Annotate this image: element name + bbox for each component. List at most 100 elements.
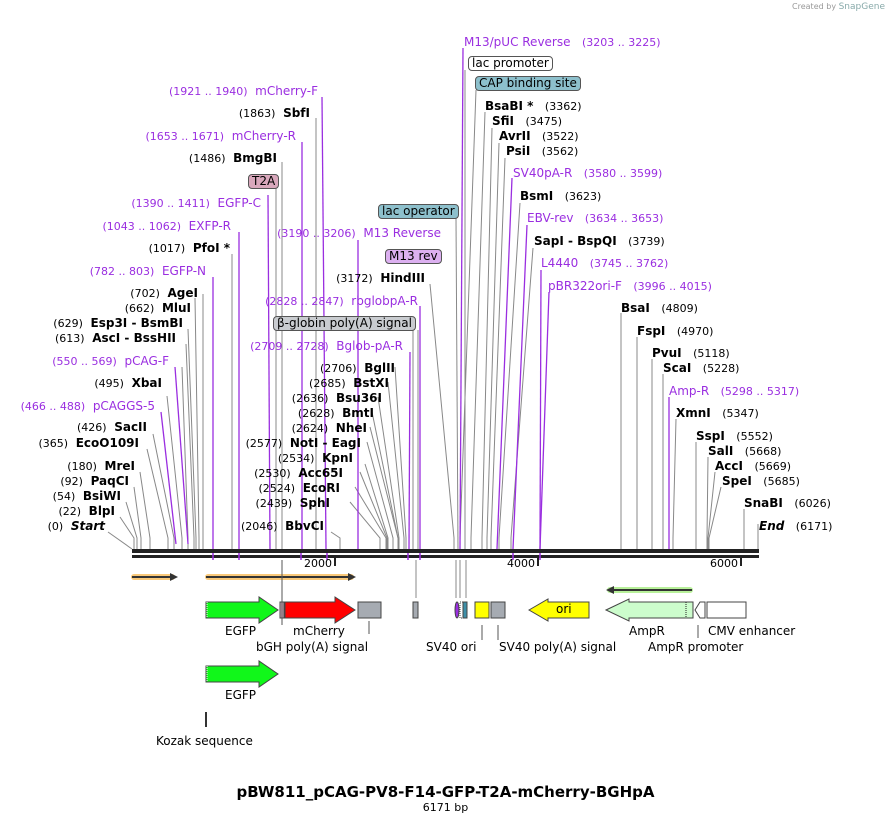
right-label-20[interactable]: SpeI (5685) bbox=[722, 474, 800, 489]
right-label-8[interactable]: SapI - BspQI (3739) bbox=[534, 234, 665, 249]
beta-globin-polya-tag[interactable]: β-globin poly(A) signal bbox=[273, 316, 416, 331]
left-label-4[interactable]: (1390 .. 1411) EGFP-C bbox=[131, 196, 261, 211]
middle-label-7[interactable]: (2628) BmtI bbox=[298, 406, 374, 421]
middle-label-5[interactable]: (2685) BstXI bbox=[309, 376, 389, 391]
left-label-13[interactable]: (495) XbaI bbox=[94, 376, 162, 391]
feature-sv40-polya-label[interactable]: SV40 poly(A) signal bbox=[499, 640, 617, 654]
feature-ori-label[interactable]: ori bbox=[556, 602, 572, 616]
right-label-3[interactable]: AvrII (3522) bbox=[499, 129, 579, 144]
feature-mcherry-label[interactable]: mCherry bbox=[293, 624, 345, 638]
middle-label-13[interactable]: (2439) SphI bbox=[256, 496, 330, 511]
left-label-14[interactable]: (466 .. 488) pCAGGS-5 bbox=[21, 399, 155, 414]
right-label-9[interactable]: L4440 (3745 .. 3762) bbox=[541, 256, 668, 271]
left-label-16[interactable]: (365) EcoO109I bbox=[38, 436, 139, 451]
position-text: (2524) bbox=[258, 482, 296, 495]
middle-label-9[interactable]: (2577) NotI - EagI bbox=[246, 436, 361, 451]
feature-bgh-polya-label[interactable]: bGH poly(A) signal bbox=[256, 640, 369, 654]
left-label-0[interactable]: (1921 .. 1940) mCherry-F bbox=[169, 84, 318, 99]
position-text: (5298 .. 5317) bbox=[720, 385, 800, 398]
snapgene-logo: SnapGene bbox=[838, 2, 885, 12]
right-label-11[interactable]: BsaI (4809) bbox=[621, 301, 698, 316]
right-label-13[interactable]: PvuI (5118) bbox=[652, 346, 730, 361]
middle-label-1[interactable]: (3172) HindIII bbox=[336, 271, 425, 286]
m13-rev-tag[interactable]: M13 rev bbox=[385, 249, 442, 264]
left-label-19[interactable]: (54) BsiWI bbox=[53, 489, 121, 504]
right-label-1[interactable]: BsaBI * (3362) bbox=[485, 99, 581, 114]
middle-label-8[interactable]: (2624) NheI bbox=[292, 421, 367, 436]
position-text: (2534) bbox=[277, 452, 315, 465]
left-label-12[interactable]: (550 .. 569) pCAG-F bbox=[52, 354, 169, 369]
right-label-10[interactable]: pBR322ori-F (3996 .. 4015) bbox=[548, 279, 712, 294]
middle-label-11[interactable]: (2530) Acc65I bbox=[254, 466, 343, 481]
feature-name: KpnI bbox=[322, 451, 353, 465]
right-label-17[interactable]: SspI (5552) bbox=[696, 429, 773, 444]
left-label-11[interactable]: (613) AscI - BssHII bbox=[55, 331, 176, 346]
lac-operator-tag[interactable]: lac operator bbox=[378, 204, 459, 219]
left-label-15[interactable]: (426) SacII bbox=[77, 420, 147, 435]
feature-ampr-label[interactable]: AmpR bbox=[629, 624, 665, 638]
feature-kozak-label[interactable]: Kozak sequence bbox=[156, 734, 253, 748]
right-label-7[interactable]: EBV-rev (3634 .. 3653) bbox=[527, 211, 663, 226]
position-text: (2530) bbox=[254, 467, 291, 480]
lac-promoter-tag[interactable]: lac promoter bbox=[468, 56, 553, 71]
right-label-22[interactable]: End (6171) bbox=[759, 519, 832, 534]
right-label-14[interactable]: ScaI (5228) bbox=[663, 361, 739, 376]
left-label-9[interactable]: (662) MluI bbox=[125, 301, 191, 316]
position-text: (3562) bbox=[541, 145, 579, 158]
feature-name: rbglobpA-R bbox=[351, 294, 418, 308]
right-label-16[interactable]: XmnI (5347) bbox=[676, 406, 759, 421]
middle-label-14[interactable]: (2046) BbvCI bbox=[241, 519, 324, 534]
left-label-8[interactable]: (702) AgeI bbox=[130, 286, 198, 301]
right-label-19[interactable]: AccI (5669) bbox=[715, 459, 791, 474]
right-label-12[interactable]: FspI (4970) bbox=[637, 324, 713, 339]
right-label-21[interactable]: SnaBI (6026) bbox=[744, 496, 831, 511]
feature-name: Amp-R bbox=[669, 384, 710, 398]
middle-label-10[interactable]: (2534) KpnI bbox=[278, 451, 353, 466]
left-label-3[interactable]: (1486) BmgBI bbox=[189, 151, 277, 166]
left-label-2[interactable]: (1653 .. 1671) mCherry-R bbox=[146, 129, 296, 144]
feature-name: M13 Reverse bbox=[363, 226, 441, 240]
feature-egfp2-label[interactable]: EGFP bbox=[225, 688, 257, 702]
cap-binding-site-tag[interactable]: CAP binding site bbox=[475, 76, 581, 91]
left-label-7[interactable]: (782 .. 803) EGFP-N bbox=[90, 264, 206, 279]
middle-label-0[interactable]: (3190 .. 3206) M13 Reverse bbox=[277, 226, 441, 241]
right-label-0[interactable]: M13/pUC Reverse (3203 .. 3225) bbox=[464, 35, 661, 50]
middle-label-12[interactable]: (2524) EcoRI bbox=[259, 481, 340, 496]
feature-name: ScaI bbox=[663, 361, 692, 375]
left-label-1[interactable]: (1863) SbfI bbox=[239, 106, 310, 121]
left-label-5[interactable]: (1043 .. 1062) EXFP-R bbox=[102, 219, 231, 234]
feature-sv40-ori-label[interactable]: SV40 ori bbox=[426, 640, 477, 654]
t2a-tag[interactable]: T2A bbox=[248, 174, 280, 189]
middle-label-2[interactable]: (2828 .. 2847) rbglobpA-R bbox=[265, 294, 418, 309]
feature-ampr-promoter-label[interactable]: AmpR promoter bbox=[648, 640, 744, 654]
feature-name: EcoRI bbox=[302, 481, 340, 495]
right-label-2[interactable]: SfiI (3475) bbox=[492, 114, 562, 129]
right-label-4[interactable]: PsiI (3562) bbox=[506, 144, 578, 159]
feature-cmv-enhancer-label[interactable]: CMV enhancer bbox=[708, 624, 796, 638]
position-text: (1653 .. 1671) bbox=[145, 130, 225, 143]
axis-tick-6000: 6000 bbox=[710, 557, 738, 570]
middle-label-4[interactable]: (2706) BglII bbox=[320, 361, 395, 376]
plasmid-title: pBW811_pCAG-PV8-F14-GFP-T2A-mCherry-BGHp… bbox=[236, 783, 655, 801]
left-label-10[interactable]: (629) Esp3I - BsmBI bbox=[53, 316, 183, 331]
position-text: (629) bbox=[53, 317, 83, 330]
left-label-6[interactable]: (1017) PfoI * bbox=[149, 241, 230, 256]
left-label-21[interactable]: (0) Start bbox=[48, 519, 105, 534]
position-text: (782 .. 803) bbox=[89, 265, 155, 278]
feature-name: PfoI * bbox=[192, 241, 230, 255]
feature-name: AccI bbox=[715, 459, 743, 473]
right-label-15[interactable]: Amp-R (5298 .. 5317) bbox=[669, 384, 799, 399]
feature-name: PaqCI bbox=[90, 474, 129, 488]
feature-egfp-label[interactable]: EGFP bbox=[225, 624, 257, 638]
feature-name: BbvCI bbox=[285, 519, 324, 533]
right-label-6[interactable]: BsmI (3623) bbox=[520, 189, 601, 204]
right-label-5[interactable]: SV40pA-R (3580 .. 3599) bbox=[513, 166, 662, 181]
left-label-17[interactable]: (180) MreI bbox=[67, 459, 135, 474]
middle-label-3[interactable]: (2709 .. 2728) Bglob-pA-R bbox=[250, 339, 403, 354]
middle-label-6[interactable]: (2636) Bsu36I bbox=[292, 391, 382, 406]
feature-name: SacII bbox=[114, 420, 147, 434]
left-label-18[interactable]: (92) PaqCI bbox=[60, 474, 129, 489]
right-label-18[interactable]: SalI (5668) bbox=[708, 444, 781, 459]
position-text: (2828 .. 2847) bbox=[265, 295, 344, 308]
left-label-20[interactable]: (22) BlpI bbox=[58, 504, 115, 519]
